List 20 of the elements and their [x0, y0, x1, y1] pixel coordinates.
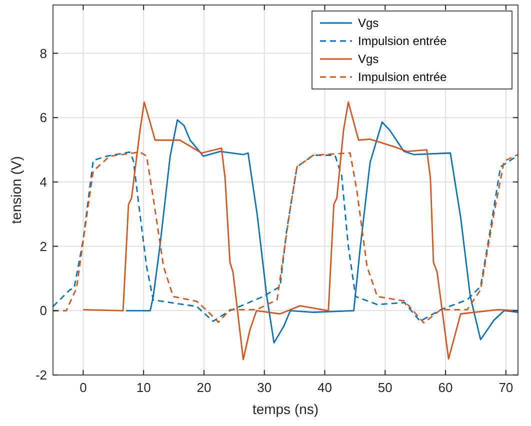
- x-tick-label: 70: [498, 380, 514, 395]
- x-tick-label: 0: [80, 380, 87, 395]
- y-tick-label: 2: [40, 238, 47, 254]
- legend-label: Vgs: [358, 52, 379, 66]
- y-axis-title: tension (V): [8, 156, 24, 224]
- legend-label: Impulsion entrée: [358, 34, 448, 48]
- legend-label: Vgs: [358, 16, 379, 30]
- x-tick-label: 30: [257, 380, 272, 395]
- x-tick-label: 60: [438, 380, 453, 395]
- y-tick-label: 0: [40, 303, 47, 318]
- legend-label: Impulsion entrée: [358, 70, 448, 84]
- x-axis-title: temps (ns): [252, 401, 319, 417]
- x-tick-label: 40: [318, 380, 332, 395]
- x-tick-label: 50: [378, 380, 392, 395]
- y-tick-label: 4: [40, 174, 47, 190]
- x-tick-label: 10: [136, 380, 151, 395]
- y-tick-label: 6: [40, 110, 47, 126]
- x-tick-label: 20: [196, 380, 212, 395]
- y-tick-label: 8: [40, 46, 47, 61]
- y-tick-label: -2: [35, 368, 47, 382]
